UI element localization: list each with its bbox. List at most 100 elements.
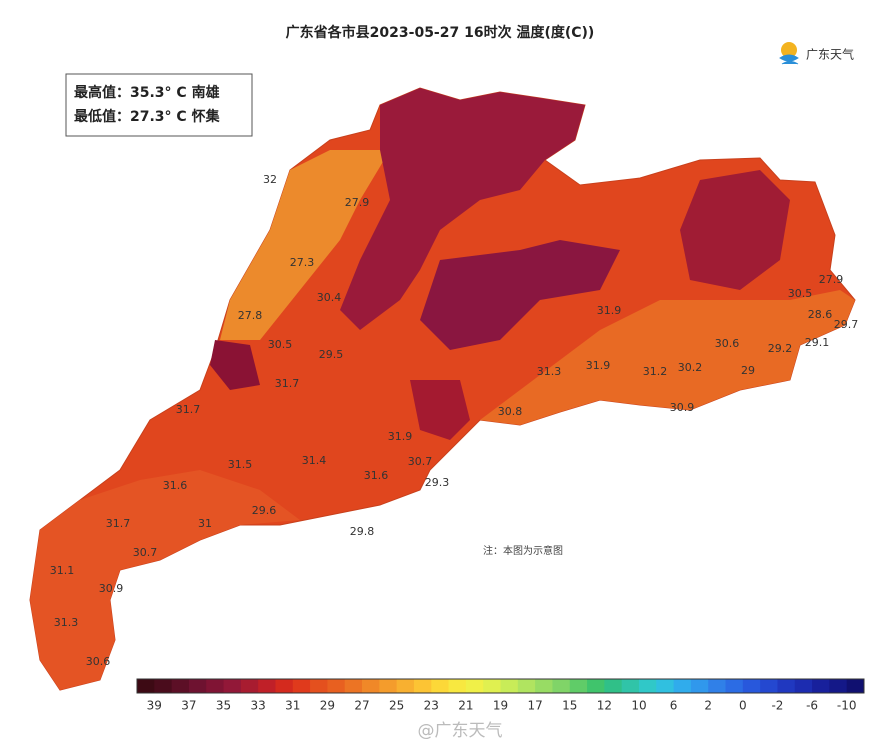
colorbar-label: -10 <box>837 699 857 713</box>
temp-label: 31.3 <box>54 616 79 629</box>
region-pearl-dark <box>410 380 470 440</box>
colorbar-label: 15 <box>562 699 577 713</box>
colorbar-swatch <box>310 679 328 693</box>
temp-label: 29.1 <box>805 336 830 349</box>
region-north-dark <box>340 88 585 330</box>
logo-text: 广东天气 <box>806 47 854 62</box>
temp-label: 31.7 <box>106 517 131 530</box>
temp-label: 29.8 <box>350 525 375 538</box>
colorbar-swatch <box>656 679 675 693</box>
colorbar-label: 19 <box>493 699 508 713</box>
colorbar-swatch <box>292 679 311 693</box>
temp-label: 29.5 <box>319 348 344 361</box>
colorbar-swatch <box>587 679 605 693</box>
colorbar-swatch <box>673 679 692 693</box>
colorbar-label: 2 <box>704 699 712 713</box>
colorbar-swatch <box>517 679 536 693</box>
colorbar-label: 17 <box>527 699 542 713</box>
colorbar-label: 39 <box>147 699 162 713</box>
temp-label: 31.9 <box>586 359 611 372</box>
colorbar-swatch <box>344 679 363 693</box>
colorbar-swatch <box>362 679 380 693</box>
logo: 广东天气 <box>779 42 854 65</box>
colorbar-swatch <box>500 679 519 693</box>
temp-label: 27.3 <box>290 256 315 269</box>
colorbar-frame <box>136 678 865 694</box>
colorbar-swatch <box>760 679 778 693</box>
temp-label: 30.4 <box>317 291 342 304</box>
temp-label: 31.2 <box>643 365 668 378</box>
colorbar-label: 27 <box>354 699 369 713</box>
colorbar-label: 33 <box>251 699 266 713</box>
stats-min: 最低值：27.3° C 怀集 <box>74 108 221 125</box>
temp-label: 27.9 <box>819 273 844 286</box>
temp-label: 31.1 <box>50 564 75 577</box>
colorbar-swatch <box>777 679 796 693</box>
colorbar-swatch <box>552 679 571 693</box>
temp-label: 31.9 <box>388 430 413 443</box>
colorbar-swatch <box>171 679 190 693</box>
colorbar-swatch <box>690 679 709 693</box>
colorbar-swatch <box>725 679 744 693</box>
temp-label: 31.6 <box>163 479 188 492</box>
stats-box: 最高值：35.3° C 南雄 最低值：27.3° C 怀集 <box>65 73 253 137</box>
temp-label: 31.9 <box>597 304 622 317</box>
temp-label: 29.7 <box>834 318 859 331</box>
colorbar-swatch <box>794 679 813 693</box>
temp-label: 31.6 <box>364 469 389 482</box>
colorbar-label: 29 <box>320 699 335 713</box>
colorbar-swatch <box>154 679 173 693</box>
colorbar-swatch <box>206 679 225 693</box>
colorbar-label: 10 <box>631 699 646 713</box>
colorbar-swatch <box>535 679 553 693</box>
temp-label: 30.5 <box>788 287 813 300</box>
temp-label: 30.2 <box>678 361 703 374</box>
map-labels: 27.9 27.3 30.4 27.8 30.5 29.5 31.7 31.9 31.3 31.9… <box>50 173 859 668</box>
colorbar-swatch <box>431 679 450 693</box>
colorbar-label: 21 <box>458 699 473 713</box>
note: 注：本图为示意图 <box>483 544 563 557</box>
temp-label: 27.8 <box>238 309 263 322</box>
colorbar-swatch <box>327 679 346 693</box>
colorbar-swatch <box>188 679 207 693</box>
temp-label: 31.7 <box>275 377 300 390</box>
temp-label: 30.9 <box>99 582 124 595</box>
colorbar: 39 37 35 33 31 29 27 25 23 21 19 17 15 12 10 6 2 0 -2 -6 -10 <box>136 678 865 713</box>
colorbar-swatch <box>448 679 467 693</box>
colorbar-swatch <box>223 679 242 693</box>
temp-label: 30.9 <box>670 401 695 414</box>
province-map <box>29 87 856 691</box>
temp-label: 31.5 <box>228 458 253 471</box>
colorbar-swatch <box>829 679 848 693</box>
colorbar-label: 37 <box>181 699 196 713</box>
temp-label: 29.2 <box>768 342 793 355</box>
colorbar-label: -6 <box>806 699 818 713</box>
colorbar-swatch <box>621 679 640 693</box>
colorbar-swatch <box>396 679 415 693</box>
temp-label: 31.7 <box>176 403 201 416</box>
watermark: @广东天气 <box>418 721 503 741</box>
colorbar-label: 25 <box>389 699 404 713</box>
temp-label: 27.9 <box>345 196 370 209</box>
colorbar-label: 6 <box>670 699 678 713</box>
colorbar-swatch <box>137 679 155 693</box>
colorbar-swatch <box>846 679 865 693</box>
colorbar-swatch <box>569 679 588 693</box>
region-east-dark <box>680 170 790 290</box>
temp-label: 30.6 <box>86 655 111 668</box>
colorbar-swatch <box>812 679 830 693</box>
temp-label: 30.6 <box>715 337 740 350</box>
colorbar-label: 12 <box>597 699 612 713</box>
region-central-dark <box>420 240 620 350</box>
colorbar-swatch <box>708 679 727 693</box>
temp-label: 29.3 <box>425 476 450 489</box>
colorbar-label: 23 <box>424 699 439 713</box>
region-south-orange <box>480 290 855 425</box>
colorbar-swatch <box>275 679 294 693</box>
colorbar-label: -2 <box>771 699 783 713</box>
logo-sun <box>781 42 797 58</box>
region-west-orange <box>220 150 390 340</box>
colorbar-label: 35 <box>216 699 231 713</box>
title: 广东省各市县2023-05-27 16时次 温度(度(C)) <box>286 24 595 41</box>
temp-label: 28.6 <box>808 308 833 321</box>
